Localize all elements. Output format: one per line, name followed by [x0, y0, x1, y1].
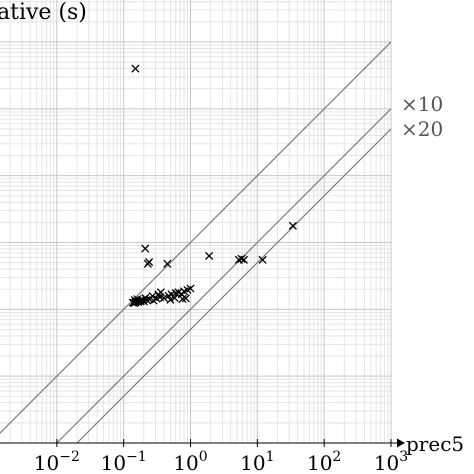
point-stroke-b	[155, 293, 165, 302]
data-point	[131, 64, 140, 73]
x-tick-label: 10−2	[34, 449, 80, 474]
x-tick-label: 101	[240, 449, 274, 474]
point-stroke-b	[174, 288, 183, 297]
point-stroke-b	[143, 259, 152, 268]
axes	[0, 438, 405, 448]
reference-line-x20	[76, 128, 392, 444]
point-stroke-b	[170, 293, 179, 303]
point-stroke-b	[133, 295, 142, 304]
chart-labels: ative (s) prec5 ×10 ×20	[0, 0, 464, 456]
data-point	[143, 259, 152, 268]
minor-grid	[0, 0, 391, 443]
data-point	[142, 295, 151, 305]
data-point	[178, 294, 187, 304]
y-axis-label: ative (s)	[0, 0, 87, 25]
point-stroke-b	[288, 221, 297, 230]
data-point	[163, 259, 172, 268]
point-stroke-b	[148, 291, 157, 301]
reference-lines	[0, 41, 392, 444]
point-stroke-b	[239, 255, 248, 264]
point-stroke-b	[178, 294, 187, 304]
data-point	[148, 291, 157, 301]
major-grid	[0, 0, 392, 444]
point-stroke-b	[130, 296, 139, 305]
point-stroke-b	[156, 288, 165, 297]
data-point	[186, 284, 195, 293]
point-stroke-b	[141, 244, 150, 253]
reference-label-x20: ×20	[401, 117, 443, 141]
reference-line-x10	[56, 108, 392, 444]
x-tick-label: 103	[374, 449, 408, 474]
x-axis-arrow	[397, 438, 405, 448]
x-axis-label: prec5	[406, 432, 464, 456]
data-point	[156, 288, 165, 297]
point-stroke-b	[131, 64, 140, 73]
point-stroke-b	[142, 295, 151, 305]
data-point	[237, 254, 246, 263]
data-point	[239, 255, 248, 264]
point-stroke-b	[166, 295, 175, 304]
reference-label-x10: ×10	[401, 92, 443, 116]
reference-line-x1	[0, 41, 392, 434]
data-point	[130, 296, 139, 305]
point-stroke-b	[258, 255, 267, 264]
data-point	[258, 255, 267, 264]
point-stroke-b	[237, 254, 246, 263]
x-tick-label: 100	[173, 449, 207, 474]
point-stroke-b	[186, 284, 195, 293]
data-point	[288, 221, 297, 230]
data-point	[166, 295, 175, 304]
data-point	[141, 244, 150, 253]
data-point	[133, 295, 142, 304]
data-point	[159, 293, 168, 303]
data-point	[170, 293, 179, 303]
data-point	[205, 251, 214, 260]
x-tick-label: 102	[307, 449, 341, 474]
data-point	[171, 289, 180, 298]
data-points	[128, 64, 297, 308]
point-stroke-b	[171, 289, 180, 298]
point-stroke-b	[205, 251, 214, 260]
data-point	[181, 294, 190, 303]
x-tick-label: 10−1	[101, 449, 147, 474]
point-stroke-b	[181, 294, 190, 303]
point-stroke-b	[163, 259, 172, 268]
point-stroke-b	[159, 293, 168, 303]
